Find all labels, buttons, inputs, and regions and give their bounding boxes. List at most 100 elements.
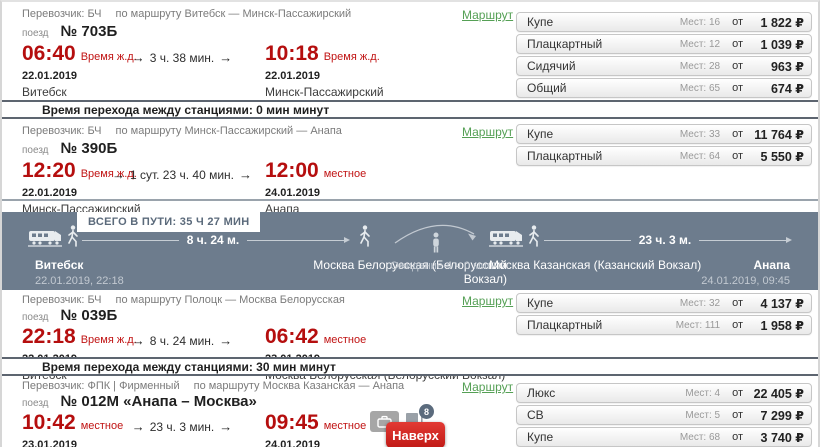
- arrival-time-type: местное: [323, 420, 367, 432]
- from-label: от: [732, 297, 743, 309]
- price-stack: Люкс Мест: 4 от 22 405 ₽ СВ Мест: 5 от 7 299 ₽…: [516, 383, 812, 447]
- arrival-date: 24.01.2019: [265, 187, 321, 199]
- departure-time: 12:20: [22, 159, 76, 182]
- station-datetime: 24.01.2019, 09:45: [701, 275, 790, 287]
- summary-station-from-2: Москва Казанская (Казанский Вокзал): [489, 258, 702, 272]
- carrier-name: Перевозчик: БЧ: [22, 294, 102, 306]
- train-number: № 012М «Анапа – Москва»: [60, 393, 257, 410]
- arrival-block: 12:00 местное 24.01.2019 Анапа: [265, 159, 366, 216]
- back-to-top-button[interactable]: Наверх: [386, 422, 445, 447]
- departure-date: 22.01.2019: [22, 187, 78, 199]
- route-link[interactable]: Маршрут: [462, 380, 514, 394]
- carrier-line: Перевозчик: БЧ по маршруту Полоцк — Москв…: [22, 294, 818, 306]
- arrival-date: 22.01.2019: [265, 70, 321, 82]
- class-name: Купе: [527, 15, 554, 29]
- duration-block: → 3 ч. 38 мин. →: [97, 50, 267, 65]
- arrowhead-icon: [344, 237, 351, 243]
- departure-time: 22:18: [22, 325, 76, 348]
- class-name: Купе: [527, 127, 554, 141]
- route-text: по маршруту Москва Казанская — Анапа: [193, 380, 405, 392]
- train-word: поезд: [22, 28, 49, 39]
- route-link[interactable]: Маршрут: [462, 125, 514, 139]
- seats-count: Мест: 12: [679, 38, 721, 50]
- duration-text: 23 ч. 3 мин.: [149, 420, 215, 434]
- price-class-button[interactable]: Сидячий Мест: 28 от 963 ₽: [516, 56, 812, 76]
- segment-line-2: 23 ч. 3 м.: [544, 233, 793, 247]
- class-name: Купе: [527, 430, 554, 444]
- train-number: № 703Б: [60, 23, 118, 40]
- price-class-button[interactable]: Купе Мест: 32 от 4 137 ₽: [516, 293, 812, 313]
- carrier-line: Перевозчик: ФПК | Фирменный по маршруту М…: [22, 380, 818, 392]
- price-stack: Купе Мест: 32 от 4 137 ₽ Плацкартный Мест: 1…: [516, 293, 812, 337]
- from-label: от: [732, 82, 743, 94]
- price-value: 3 740 ₽: [760, 430, 804, 445]
- arrival-date: 24.01.2019: [265, 439, 321, 447]
- station-name: Витебск: [35, 258, 84, 272]
- transfer-text: Время перехода между станциями: 30 мин м…: [42, 359, 336, 374]
- price-value: 1 822 ₽: [760, 15, 804, 30]
- price-class-button[interactable]: Купе Мест: 68 от 3 740 ₽: [516, 427, 812, 447]
- price-class-button[interactable]: Купе Мест: 33 от 11 764 ₽: [516, 124, 812, 144]
- departure-time-type: Время ж.д.: [80, 168, 137, 180]
- duration-text: 3 ч. 38 мин.: [149, 51, 215, 65]
- transfer-row: Время перехода между станциями: 30 мин м…: [2, 357, 818, 376]
- route-text: по маршруту Минск-Пассажирский — Анапа: [115, 125, 342, 137]
- arrival-time-type: местное: [323, 168, 367, 180]
- price-class-button[interactable]: Плацкартный Мест: 111 от 1 958 ₽: [516, 315, 812, 335]
- price-class-button[interactable]: Общий Мест: 65 от 674 ₽: [516, 78, 812, 98]
- price-value: 1 039 ₽: [760, 37, 804, 52]
- seats-count: Мест: 4: [685, 387, 721, 399]
- arrow-right-icon: →: [131, 419, 145, 434]
- section-divider: [2, 199, 818, 201]
- class-name: Купе: [527, 296, 554, 310]
- departure-time-type: Время ж.д.: [80, 51, 137, 63]
- seats-count: Мест: 65: [679, 82, 721, 94]
- duration-block: → 1 сут. 23 ч. 40 мин. →: [97, 167, 267, 182]
- price-class-button[interactable]: Плацкартный Мест: 12 от 1 039 ₽: [516, 34, 812, 54]
- seats-count: Мест: 5: [685, 409, 721, 421]
- seats-count: Мест: 68: [679, 431, 721, 443]
- departure-date: 22.01.2019: [22, 70, 78, 82]
- duration-text: 8 ч. 24 мин.: [149, 334, 215, 348]
- walking-person-icon: [360, 225, 370, 247]
- train-leg-1: Маршрут Перевозчик: БЧ по маршруту Витебс…: [2, 2, 818, 100]
- from-label: от: [732, 128, 743, 140]
- arrival-time: 06:42: [265, 325, 319, 348]
- price-class-button[interactable]: СВ Мест: 5 от 7 299 ₽: [516, 405, 812, 425]
- route-link[interactable]: Маршрут: [462, 8, 514, 22]
- segment-line-1: 8 ч. 24 м.: [82, 233, 351, 247]
- duration-block: → 8 ч. 24 мин. →: [97, 333, 267, 348]
- train-number-line: поезд № 390Б: [22, 140, 818, 158]
- station-datetime: 22.01.2019, 22:18: [35, 275, 124, 287]
- price-class-button[interactable]: Плацкартный Мест: 64 от 5 550 ₽: [516, 146, 812, 166]
- price-class-button[interactable]: Люкс Мест: 4 от 22 405 ₽: [516, 383, 812, 403]
- train-number-line: поезд № 012М «Анапа – Москва»: [22, 393, 818, 411]
- train-leg-4: Маршрут Перевозчик: ФПК | Фирменный по ма…: [2, 376, 818, 447]
- price-value: 5 550 ₽: [760, 149, 804, 164]
- waiting-person-icon: [433, 232, 439, 253]
- train-word: поезд: [22, 398, 49, 409]
- departure-time: 10:42: [22, 411, 76, 434]
- seats-count: Мест: 16: [679, 16, 721, 28]
- train-icon: [489, 231, 523, 247]
- from-label: от: [732, 60, 743, 72]
- from-label: от: [732, 38, 743, 50]
- arrow-right-icon: →: [219, 419, 233, 434]
- transfer-text: Время перехода между станциями: 0 мин ми…: [42, 102, 330, 117]
- carrier-name: Перевозчик: ФПК | Фирменный: [22, 380, 180, 392]
- route-link[interactable]: Маршрут: [462, 294, 514, 308]
- train-leg-2: Маршрут Перевозчик: БЧ по маршруту Минск-…: [2, 120, 818, 216]
- total-travel-time-badge: ВСЕГО В ПУТИ: 35 Ч 27 МИН: [77, 212, 261, 232]
- price-value: 963 ₽: [770, 59, 804, 74]
- class-name: СВ: [527, 408, 544, 422]
- arrival-station: Минск-Пассажирский: [265, 85, 384, 99]
- arrowhead-icon: [786, 237, 793, 243]
- price-class-button[interactable]: Купе Мест: 16 от 1 822 ₽: [516, 12, 812, 32]
- arrow-right-icon: →: [131, 333, 145, 348]
- from-label: от: [732, 150, 743, 162]
- summary-station-to-2: Анапа 24.01.2019, 09:45: [701, 258, 790, 287]
- summary-station-from-1: Витебск 22.01.2019, 22:18: [35, 258, 124, 287]
